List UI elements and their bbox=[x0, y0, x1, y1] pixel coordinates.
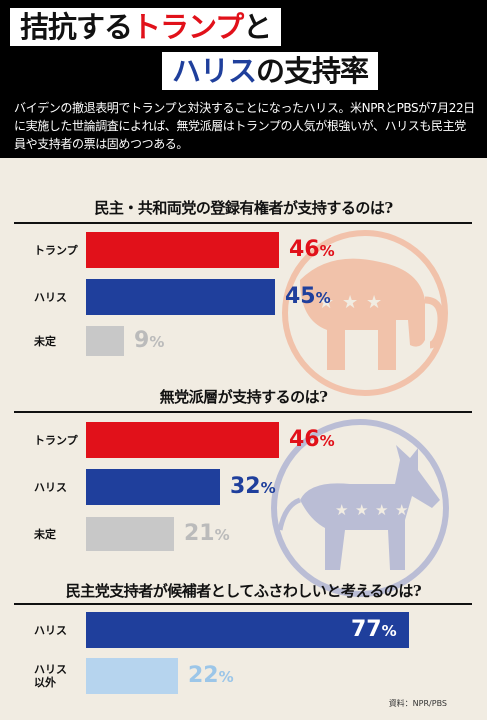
category-label: ハリス bbox=[34, 623, 67, 637]
bar bbox=[86, 517, 174, 551]
section-title-1: 民主・共和両党の登録有権者が支持するのは? bbox=[94, 199, 393, 217]
category-label: ハリス 以外 bbox=[34, 663, 67, 689]
bar bbox=[86, 279, 275, 315]
svg-text:★: ★ bbox=[395, 501, 408, 519]
svg-text:★: ★ bbox=[335, 501, 348, 519]
category-label: ハリス bbox=[34, 290, 67, 304]
bar bbox=[86, 612, 409, 648]
value-label: 46% bbox=[289, 237, 335, 262]
category-label: 未定 bbox=[34, 334, 56, 348]
value-label: 32% bbox=[230, 474, 276, 499]
category-label: トランプ bbox=[34, 243, 78, 257]
bar bbox=[86, 469, 220, 505]
category-label: 未定 bbox=[34, 527, 56, 541]
bar bbox=[86, 232, 279, 268]
svg-text:★: ★ bbox=[375, 501, 388, 519]
divider-2 bbox=[14, 411, 472, 413]
section-title-3: 民主党支持者が候補者としてふさわしいと考えるのは? bbox=[65, 582, 422, 600]
category-label: ハリス bbox=[34, 480, 67, 494]
divider-3 bbox=[14, 603, 472, 605]
donkey-icon: ★ ★ ★ ★ bbox=[271, 419, 449, 597]
category-label: トランプ bbox=[34, 433, 78, 447]
value-label: 77% bbox=[351, 617, 397, 642]
bar bbox=[86, 422, 279, 458]
svg-text:★: ★ bbox=[366, 292, 382, 313]
bar bbox=[86, 326, 124, 356]
title-line-1: 拮抗するトランプと bbox=[10, 8, 282, 46]
title-line-2: ハリスの支持率 bbox=[162, 52, 379, 90]
bar bbox=[86, 658, 178, 694]
source-note: 資料：NPR/PBS bbox=[388, 699, 447, 708]
svg-text:★: ★ bbox=[318, 292, 334, 313]
value-label: 9% bbox=[134, 328, 165, 353]
value-label: 22% bbox=[188, 663, 234, 688]
section-title-2: 無党派層が支持するのは? bbox=[159, 388, 328, 406]
value-label: 21% bbox=[184, 521, 230, 546]
svg-text:★: ★ bbox=[342, 292, 358, 313]
elephant-icon: ★ ★ ★ bbox=[282, 230, 448, 396]
svg-text:★: ★ bbox=[355, 501, 368, 519]
header: 拮抗するトランプと ハリスの支持率 バイデンの撤退表明でトランプと対決することに… bbox=[0, 0, 487, 158]
value-label: 45% bbox=[285, 284, 331, 309]
lead-text: バイデンの撤退表明でトランプと対決することになったハリス。米NPRとPBSが7月… bbox=[14, 101, 475, 151]
value-label: 46% bbox=[289, 427, 335, 452]
divider-1 bbox=[14, 222, 472, 224]
